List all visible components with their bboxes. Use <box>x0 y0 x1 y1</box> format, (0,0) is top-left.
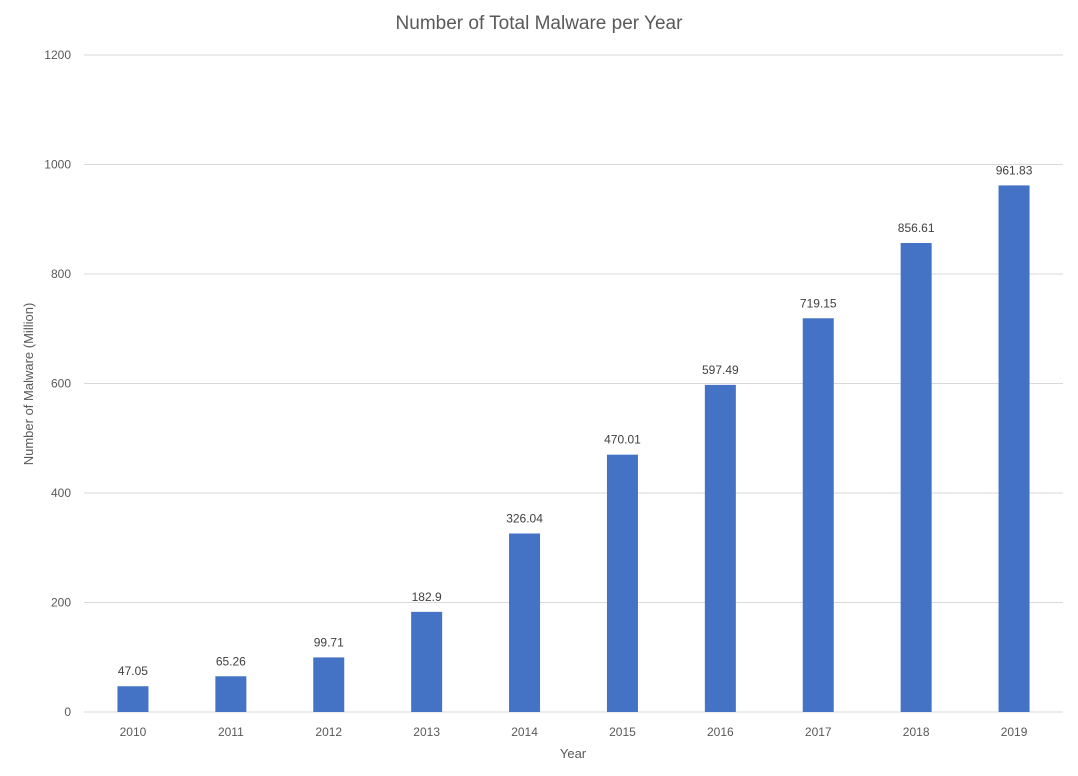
y-tick-label: 200 <box>51 596 71 610</box>
y-tick-label: 400 <box>51 486 71 500</box>
y-tick-label: 600 <box>51 377 71 391</box>
bar-2014 <box>509 533 541 712</box>
data-label-2012: 99.71 <box>314 635 344 649</box>
x-tick-label: 2018 <box>903 725 930 739</box>
x-tick-label: 2011 <box>218 725 244 739</box>
data-label-2017: 719.15 <box>800 296 837 310</box>
bar-2017 <box>802 318 834 712</box>
y-tick-label: 800 <box>51 267 71 281</box>
bars <box>117 185 1030 712</box>
y-axis-title: Number of Malware (Million) <box>21 303 36 466</box>
data-label-2011: 65.26 <box>216 654 246 668</box>
y-tick-label: 0 <box>64 705 71 719</box>
x-tick-label: 2016 <box>707 725 734 739</box>
bar-2010 <box>117 686 149 712</box>
data-label-2016: 597.49 <box>702 363 739 377</box>
bar-2011 <box>215 676 247 712</box>
data-label-2018: 856.61 <box>898 221 935 235</box>
y-tick-label: 1200 <box>44 48 71 62</box>
y-axis-ticks: 0 200 400 600 800 1000 1200 <box>44 48 71 719</box>
x-axis-ticks: 2010 2011 2012 2013 2014 2015 2016 2017 2018 2019 <box>120 725 1028 739</box>
x-tick-label: 2014 <box>511 725 538 739</box>
data-labels: 47.05 65.26 99.71 182.9 326.04 470.01 597.49 71… <box>118 163 1033 678</box>
y-tick-label: 1000 <box>44 158 71 172</box>
x-tick-label: 2015 <box>609 725 636 739</box>
bar-2016 <box>704 384 736 712</box>
x-tick-label: 2013 <box>413 725 440 739</box>
data-label-2013: 182.9 <box>412 590 442 604</box>
x-axis-title: Year <box>560 746 587 761</box>
gridlines <box>84 54 1063 713</box>
data-label-2019: 961.83 <box>996 163 1033 177</box>
chart-title: Number of Total Malware per Year <box>396 13 684 34</box>
x-tick-label: 2019 <box>1001 725 1028 739</box>
bar-2013 <box>411 611 443 712</box>
bar-2015 <box>606 454 638 712</box>
data-label-2010: 47.05 <box>118 664 148 678</box>
bar-2018 <box>900 243 932 712</box>
bar-2012 <box>313 657 345 712</box>
x-tick-label: 2017 <box>805 725 832 739</box>
x-tick-label: 2010 <box>120 725 147 739</box>
data-label-2014: 326.04 <box>506 511 543 525</box>
bar-2019 <box>998 185 1030 712</box>
data-label-2015: 470.01 <box>604 433 641 447</box>
x-tick-label: 2012 <box>315 725 342 739</box>
